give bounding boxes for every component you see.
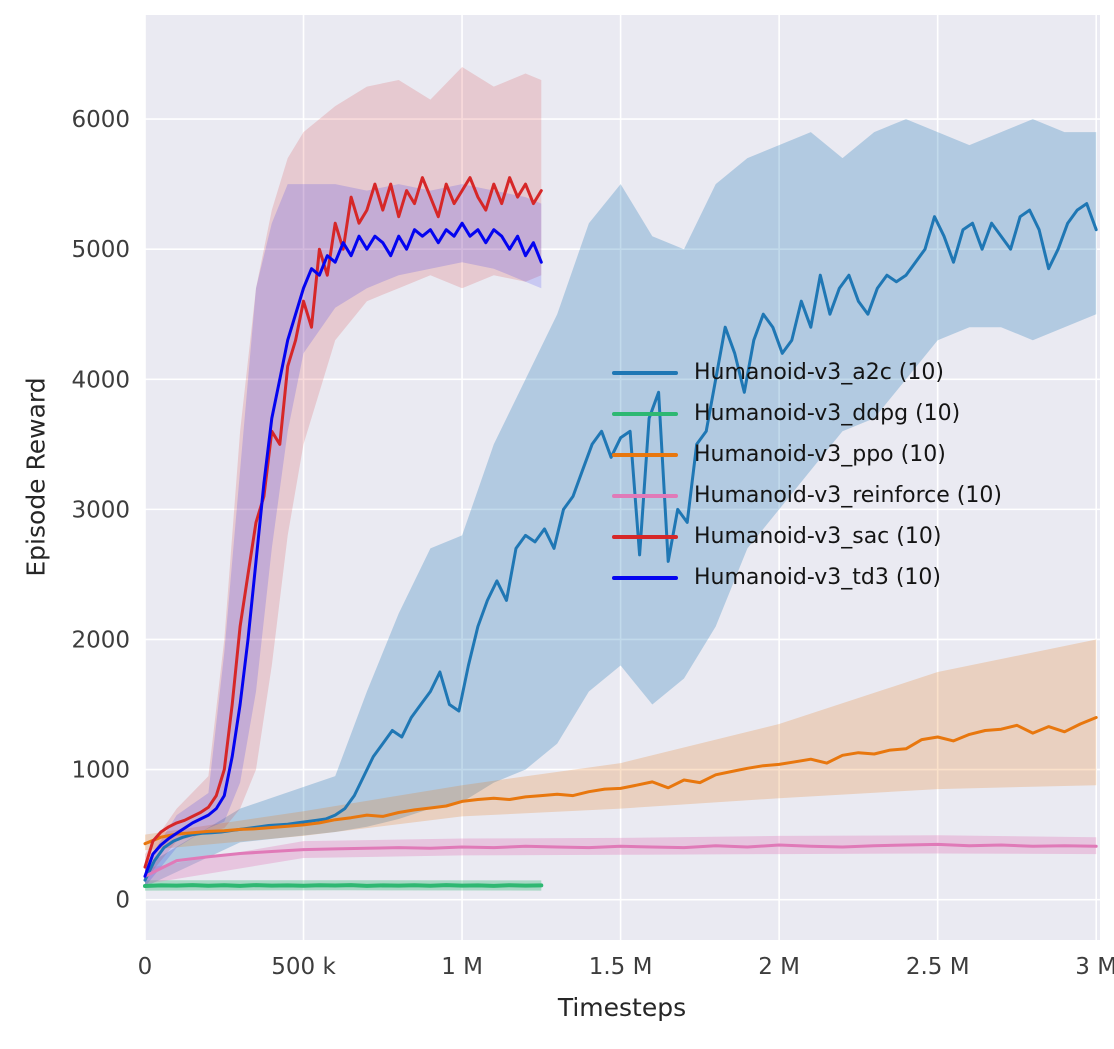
x-tick-label: 2 M <box>758 954 800 980</box>
x-tick-label: 1 M <box>441 954 483 980</box>
legend-line-sample <box>612 452 678 457</box>
series-line-td3 <box>143 221 543 878</box>
legend-item-a2c: Humanoid-v3_a2c (10) <box>612 352 1002 393</box>
y-tick-label: 1000 <box>71 758 130 784</box>
legend-line-sample <box>612 411 678 416</box>
series-line-ddpg <box>143 883 544 888</box>
y-tick-label: 4000 <box>71 367 130 393</box>
legend-item-ppo: Humanoid-v3_ppo (10) <box>612 434 1002 475</box>
legend: Humanoid-v3_a2c (10) Humanoid-v3_ddpg (10… <box>612 352 1002 598</box>
x-tick-label: 2.5 M <box>906 954 970 980</box>
y-tick-label: 2000 <box>71 628 130 654</box>
legend-line-sample <box>612 370 678 375</box>
y-tick-label: 3000 <box>71 497 130 523</box>
legend-label: Humanoid-v3_ppo (10) <box>694 442 946 467</box>
legend-line-sample <box>612 534 678 539</box>
legend-item-sac: Humanoid-v3_sac (10) <box>612 516 1002 557</box>
legend-label: Humanoid-v3_reinforce (10) <box>694 483 1002 508</box>
legend-line-sample <box>612 493 678 498</box>
legend-label: Humanoid-v3_a2c (10) <box>694 360 944 385</box>
y-axis-label: Episode Reward <box>21 377 51 577</box>
x-tick-label: 3 M <box>1075 954 1114 980</box>
series-line-sac <box>143 176 543 869</box>
x-tick-label: 0 <box>138 954 153 980</box>
legend-item-reinforce: Humanoid-v3_reinforce (10) <box>612 475 1002 516</box>
series-line-reinforce <box>143 842 1098 878</box>
y-tick-label: 0 <box>115 888 130 914</box>
series-band-td3 <box>145 184 542 887</box>
legend-line-sample <box>612 575 678 580</box>
legend-item-td3: Humanoid-v3_td3 (10) <box>612 557 1002 598</box>
legend-label: Humanoid-v3_sac (10) <box>694 524 942 549</box>
y-tick-label: 5000 <box>71 237 130 263</box>
series-line-ppo <box>143 716 1098 846</box>
series-band-a2c <box>145 119 1097 887</box>
x-tick-label: 500 k <box>271 954 336 980</box>
legend-label: Humanoid-v3_td3 (10) <box>694 565 941 590</box>
x-tick-label: 1.5 M <box>589 954 653 980</box>
legend-label: Humanoid-v3_ddpg (10) <box>694 401 961 426</box>
series-line-a2c <box>143 202 1098 882</box>
legend-item-ddpg: Humanoid-v3_ddpg (10) <box>612 393 1002 434</box>
y-tick-label: 6000 <box>71 107 130 133</box>
x-axis-label: Timesteps <box>557 993 687 1022</box>
